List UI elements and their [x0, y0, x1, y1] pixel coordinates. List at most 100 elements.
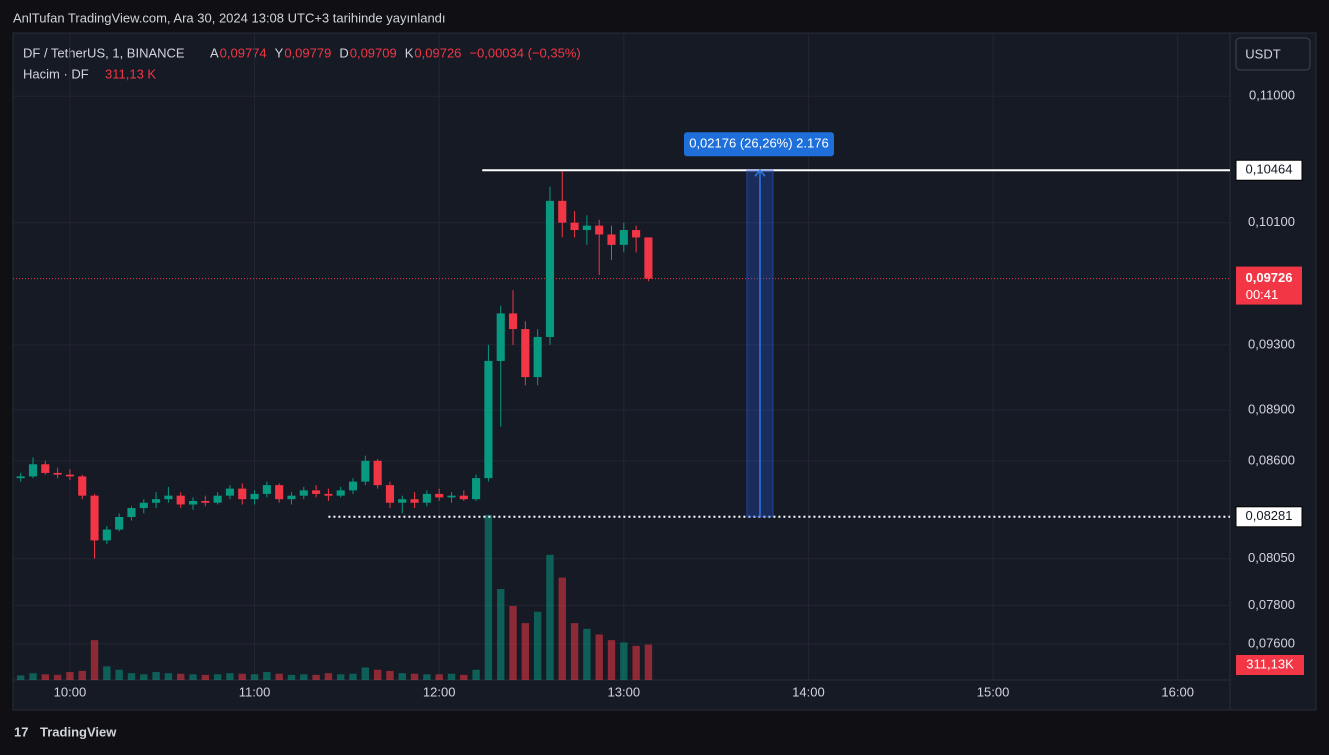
y-tick-label: 0,08050 [1248, 550, 1295, 565]
ohlc-value: 0,09779 [284, 45, 331, 60]
volume-bar [78, 670, 86, 680]
volume-bar [152, 672, 160, 680]
x-tick-label: 11:00 [239, 684, 271, 699]
volume-bar [410, 673, 419, 680]
volume-bar [300, 674, 308, 680]
volume-bar [546, 554, 554, 680]
chart-frame [12, 32, 1317, 711]
x-tick-label: 16:00 [1161, 684, 1194, 699]
volume-bar [632, 645, 640, 680]
y-tick-label: 0,10100 [1248, 214, 1295, 229]
volume-bar [447, 673, 456, 680]
ohlc-value: 0,09726 [414, 45, 461, 60]
volume-bar [472, 669, 480, 680]
last-price-box [1236, 266, 1302, 305]
candle-body [53, 472, 62, 475]
volume-bar [90, 640, 99, 680]
candle-body [324, 493, 333, 496]
price-label-box [1235, 506, 1303, 528]
volume-bar [53, 674, 62, 680]
candle-body [28, 464, 38, 477]
volume-bar [103, 666, 111, 680]
candle-body [410, 499, 419, 503]
candle-body [152, 499, 161, 503]
candle-body [299, 490, 308, 496]
volume-bar [484, 515, 493, 680]
measure-label-box [683, 132, 834, 157]
volume-bar [337, 674, 345, 680]
volume-title: Hacim · DF [23, 66, 89, 81]
volume-bar [238, 673, 246, 680]
volume-bar [17, 675, 25, 680]
volume-bar [164, 673, 173, 680]
candle-body [90, 495, 99, 541]
volume-bar [29, 673, 37, 680]
candle-body [312, 490, 321, 494]
volume-bar [140, 674, 148, 680]
volume-bar [213, 674, 222, 680]
symbol-title: DF / TetherUS, 1, BINANCE [23, 45, 185, 60]
volume-bar [497, 588, 505, 680]
candle-body [607, 234, 616, 245]
volume-bar [607, 640, 616, 680]
volume-bar [226, 673, 234, 680]
ohlc-key: A [210, 45, 219, 60]
candle-body [582, 225, 591, 231]
ohlc-value: 0,09774 [220, 45, 267, 60]
candle-body [238, 488, 247, 500]
volume-bar [583, 628, 591, 680]
x-tick-label: 10:00 [54, 684, 87, 699]
candle-body [619, 230, 628, 245]
publish-header: AnlTufan TradingView.com, Ara 30, 2024 1… [13, 10, 446, 25]
volume-bar [398, 673, 406, 680]
candle-body [422, 493, 431, 503]
y-tick-label: 0,07600 [1248, 635, 1295, 650]
measure-arrowhead [754, 169, 766, 177]
candle-body [41, 464, 50, 473]
currency-button[interactable] [1235, 37, 1311, 71]
volume-bar [127, 673, 136, 680]
candle-body [385, 485, 395, 503]
y-tick-label: 0,07800 [1248, 597, 1295, 612]
candle-body [188, 500, 198, 505]
currency-label[interactable]: USDT [1245, 46, 1280, 61]
candle-body [115, 516, 124, 530]
volume-bar [460, 674, 468, 680]
candle-body [176, 495, 185, 505]
volume-bar [521, 623, 530, 680]
price-line-label: 0,08281 [1246, 508, 1293, 523]
candle-body [65, 474, 74, 477]
volume-bar [435, 674, 443, 680]
candle-body [595, 225, 604, 235]
ohlc-key: Y [275, 45, 284, 60]
volume-bar [66, 672, 74, 680]
candle-body [102, 529, 111, 541]
y-tick-label: 0,11000 [1249, 88, 1295, 103]
volume-bar [177, 673, 185, 680]
candle-body [336, 490, 345, 496]
candle-body [373, 460, 382, 486]
candle-body [632, 230, 641, 238]
candle-body [447, 495, 456, 498]
volume-bar [423, 674, 431, 680]
volume-label: 311,13K [1246, 656, 1294, 671]
candle-body [201, 500, 210, 503]
volume-bar [324, 673, 333, 680]
candle-body [262, 485, 271, 494]
volume-bar [361, 667, 370, 680]
footer-logo: TradingView [40, 724, 117, 739]
x-tick-label: 15:00 [977, 684, 1010, 699]
volume-bar [509, 606, 517, 680]
volume-bar [558, 577, 566, 680]
candle-body [644, 237, 653, 279]
ohlc-key: K [405, 45, 414, 60]
countdown-label: 00:41 [1246, 287, 1279, 302]
candle-body [78, 476, 87, 496]
candle-body [250, 493, 259, 500]
x-tick-label: 13:00 [608, 684, 641, 699]
candle-body [570, 222, 579, 231]
candle-body [164, 495, 173, 500]
volume-bar [189, 674, 197, 680]
